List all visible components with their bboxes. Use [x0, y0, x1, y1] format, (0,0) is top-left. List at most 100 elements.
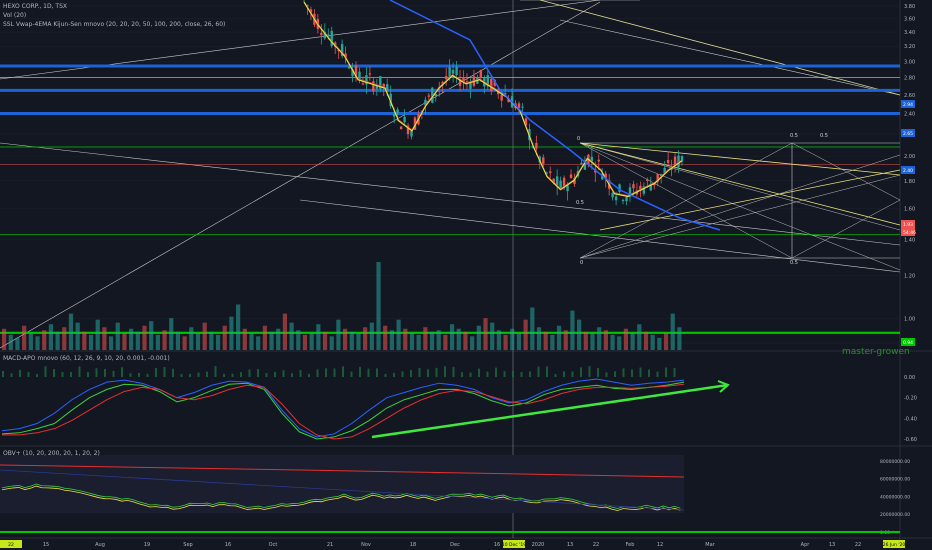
- volume-bar: [556, 325, 562, 350]
- volume-bar: [322, 331, 328, 350]
- volume-bar: [550, 334, 555, 350]
- volume-bar: [236, 304, 241, 350]
- price-tick-label: 1.80: [904, 179, 915, 185]
- macd-series-line: [1, 381, 685, 440]
- volume-bar: [463, 331, 468, 350]
- macd-histogram-bar: [342, 366, 344, 377]
- candle-body: [306, 5, 309, 7]
- candle-body: [347, 66, 351, 69]
- candle-body: [562, 177, 566, 188]
- price-tick-label: 2.00: [904, 154, 915, 160]
- candle-body: [403, 116, 406, 123]
- macd-histogram-bar: [512, 370, 514, 377]
- macd-histogram-bar: [53, 369, 55, 377]
- volume-bar: [376, 262, 381, 350]
- volume-bar: [603, 330, 608, 350]
- candle-body: [469, 82, 472, 89]
- fib-label: 0.5: [790, 260, 798, 266]
- volume-bar: [82, 331, 87, 350]
- macd-histogram-bar: [333, 368, 336, 377]
- volume-bar: [663, 333, 669, 350]
- volume-bar: [470, 336, 475, 350]
- candle-body: [677, 155, 680, 168]
- macd-histogram-bar: [282, 370, 285, 377]
- time-axis-label: 22: [593, 542, 599, 548]
- volume-bar: [135, 331, 140, 350]
- candle-body: [424, 99, 427, 106]
- macd-histogram-bar: [427, 369, 429, 377]
- time-axis-label: 18: [410, 542, 416, 548]
- candle-body: [663, 167, 666, 174]
- volume-bar: [215, 334, 221, 350]
- candle-body: [358, 71, 361, 80]
- fan-line-yellow: [599, 169, 901, 231]
- volume-bar: [349, 331, 354, 350]
- macd-histogram-bar: [274, 371, 276, 377]
- volume-bar: [55, 331, 60, 350]
- candle-body: [628, 187, 632, 197]
- volume-bar: [22, 325, 27, 350]
- volume-bar: [617, 336, 622, 350]
- macd-histogram-bar: [478, 368, 480, 377]
- macd-histogram-bar: [418, 367, 421, 377]
- volume-bar: [269, 331, 274, 350]
- volume-bar: [630, 333, 635, 350]
- macd-histogram-bar: [673, 367, 676, 377]
- trend-line: [0, 1, 601, 349]
- volume-bar: [336, 319, 341, 350]
- fib-label: 0.5: [576, 200, 584, 206]
- candle-body: [583, 160, 587, 170]
- macd-tick-label: -0.40: [904, 416, 917, 422]
- candle-body: [320, 32, 323, 36]
- macd-histogram-bar: [325, 368, 327, 377]
- time-axis-label: 16: [494, 542, 500, 548]
- candle-body: [639, 185, 642, 190]
- macd-histogram-bar: [486, 371, 489, 377]
- candle-body: [375, 85, 379, 89]
- volume-bar: [363, 327, 368, 350]
- candle-body: [434, 93, 437, 97]
- volume-bar: [637, 324, 642, 350]
- candle-body: [673, 156, 677, 166]
- time-highlight-badge: [503, 540, 525, 548]
- macd-histogram-bar: [61, 372, 64, 377]
- price-tick-label: 3.60: [904, 17, 915, 23]
- macd-arrow-head: [717, 380, 730, 393]
- candle-body: [399, 126, 403, 130]
- macd-histogram-bar: [580, 367, 582, 377]
- price-tag: [901, 220, 915, 228]
- volume-bar: [483, 318, 488, 350]
- macd-histogram-bar: [376, 368, 378, 377]
- volume-bar: [610, 334, 615, 350]
- volume-bar: [276, 328, 281, 350]
- macd-histogram-bar: [384, 373, 387, 377]
- volume-bar: [343, 328, 348, 350]
- candle-body: [614, 196, 618, 201]
- macd-histogram-bar: [231, 373, 234, 377]
- macd-histogram-bar: [605, 372, 608, 377]
- volume-bar: [2, 328, 7, 350]
- volume-bar: [122, 333, 127, 350]
- candle-body: [455, 66, 458, 75]
- volume-bar: [189, 327, 194, 350]
- time-axis-label: 22: [855, 542, 861, 548]
- macd-histogram-bar: [614, 371, 616, 377]
- macd-indicator-label: MACD-APO mnovo (60, 12, 26, 9, 10, 20, 0…: [3, 355, 170, 362]
- volume-bar: [256, 336, 261, 350]
- candle-body: [479, 69, 483, 79]
- obv-tick-label: 20000000.00: [880, 512, 910, 518]
- fan-line-yellow: [579, 142, 901, 226]
- time-axis-label: Sep: [183, 542, 192, 548]
- volume-bar: [536, 327, 542, 350]
- macd-histogram-bar: [95, 368, 98, 377]
- candle-body: [406, 125, 410, 135]
- volume-bar: [623, 328, 629, 350]
- time-axis-label: 15: [43, 542, 49, 548]
- price-tag: [901, 100, 915, 108]
- obv-ma-red: [0, 464, 685, 478]
- candle-body: [507, 98, 510, 103]
- macd-histogram-bar: [588, 366, 591, 377]
- volume-bar: [162, 330, 167, 350]
- volume-bar: [262, 325, 267, 350]
